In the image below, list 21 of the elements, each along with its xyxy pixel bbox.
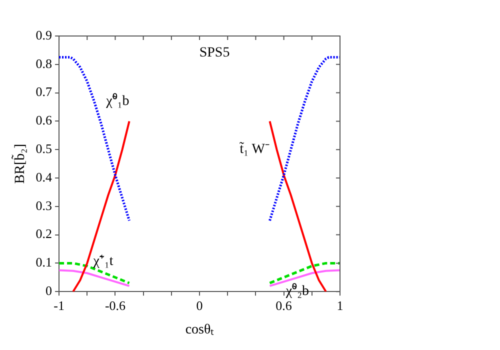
- x-axis-title: cosθₜ: [185, 322, 215, 338]
- series-label: t̃₁ W⁻: [239, 141, 270, 157]
- y-tick-label: 0.4: [36, 169, 53, 184]
- y-tick-label: 0.3: [36, 198, 52, 213]
- y-tick-label: 0.6: [36, 112, 53, 128]
- annotation: SPS5: [199, 46, 230, 61]
- y-tick-label: 0.8: [36, 56, 52, 71]
- y-tick-label: 0.1: [36, 254, 52, 270]
- x-tick-label: -0.6: [104, 298, 126, 313]
- x-tick-label: 0.6: [276, 298, 292, 313]
- y-axis-title: BR[b̃₂]: [10, 144, 28, 184]
- y-tick-label: 0.7: [36, 84, 53, 100]
- y-tick-label: 0: [46, 283, 52, 298]
- x-tick-label: 1: [336, 298, 344, 313]
- y-tick-label: 0.2: [36, 226, 52, 242]
- y-tick-label: 0.5: [36, 141, 52, 156]
- series-label: χ̃⁰₁b: [105, 92, 130, 109]
- x-tick-label: -1: [54, 298, 64, 313]
- series-label: χ̃⁺₁t: [92, 254, 114, 270]
- y-tick-label: 0.9: [36, 27, 52, 42]
- x-tick-label: 0: [196, 298, 203, 313]
